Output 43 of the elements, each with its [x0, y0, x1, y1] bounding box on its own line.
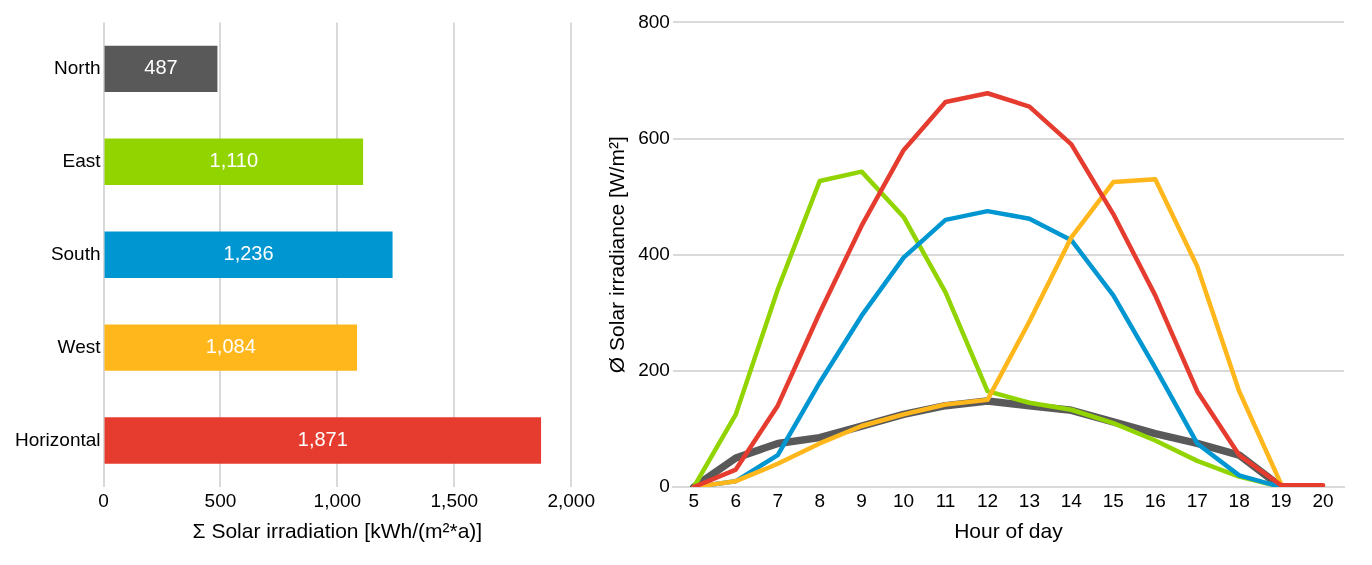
x-tick-label: 5 — [688, 489, 700, 511]
data-label: 1,084 — [205, 335, 256, 358]
bar — [104, 45, 218, 93]
x-tick-label: 6 — [730, 489, 742, 511]
x-tick-label: 8 — [814, 489, 825, 511]
x-axis-title: Σ Solar irradiation [kWh/(m²*a)] — [192, 519, 483, 543]
x-tick-label: 20 — [1312, 489, 1334, 511]
x-tick-label: 18 — [1228, 489, 1250, 511]
y-tick-label: 800 — [638, 10, 670, 32]
data-label: 1,236 — [223, 242, 274, 265]
y-tick-label: 200 — [638, 359, 670, 381]
y-tick-label: 400 — [638, 242, 670, 264]
y-axis-title: Ø Solar irradiance [W/m²] — [605, 136, 629, 374]
bar — [104, 231, 393, 278]
data-label: 1,110 — [209, 149, 259, 172]
y-tick-label: 0 — [659, 475, 670, 497]
x-tick-label: 9 — [856, 489, 867, 511]
y-tick-label: West — [57, 335, 102, 357]
y-tick-label: North — [54, 57, 101, 79]
data-label: 487 — [144, 56, 178, 79]
x-tick-label: 17 — [1186, 489, 1208, 511]
x-tick-label: 7 — [772, 489, 784, 511]
x-tick-label: 16 — [1144, 489, 1166, 511]
x-tick-label: 12 — [976, 489, 999, 511]
x-tick-label: 10 — [893, 489, 915, 511]
y-tick-label: East — [62, 150, 102, 172]
data-label: 1,871 — [297, 428, 348, 451]
x-tick-label: 15 — [1102, 489, 1124, 511]
x-tick-label: 1,500 — [430, 489, 479, 511]
y-tick-label: 600 — [638, 126, 670, 148]
y-tick-label: Horizontal — [14, 428, 101, 450]
y-tick-label: South — [50, 242, 101, 264]
bar — [104, 138, 364, 186]
x-tick-label: 11 — [935, 489, 956, 511]
x-tick-label: 500 — [204, 489, 237, 511]
x-tick-label: 1,000 — [313, 489, 362, 511]
x-axis-title: Hour of day — [954, 519, 1064, 543]
x-tick-label: 14 — [1060, 489, 1083, 511]
x-tick-label: 13 — [1018, 489, 1040, 511]
x-tick-label: 19 — [1270, 489, 1292, 511]
x-tick-label: 2,000 — [547, 489, 595, 511]
bar — [104, 417, 542, 464]
bar — [104, 324, 358, 371]
